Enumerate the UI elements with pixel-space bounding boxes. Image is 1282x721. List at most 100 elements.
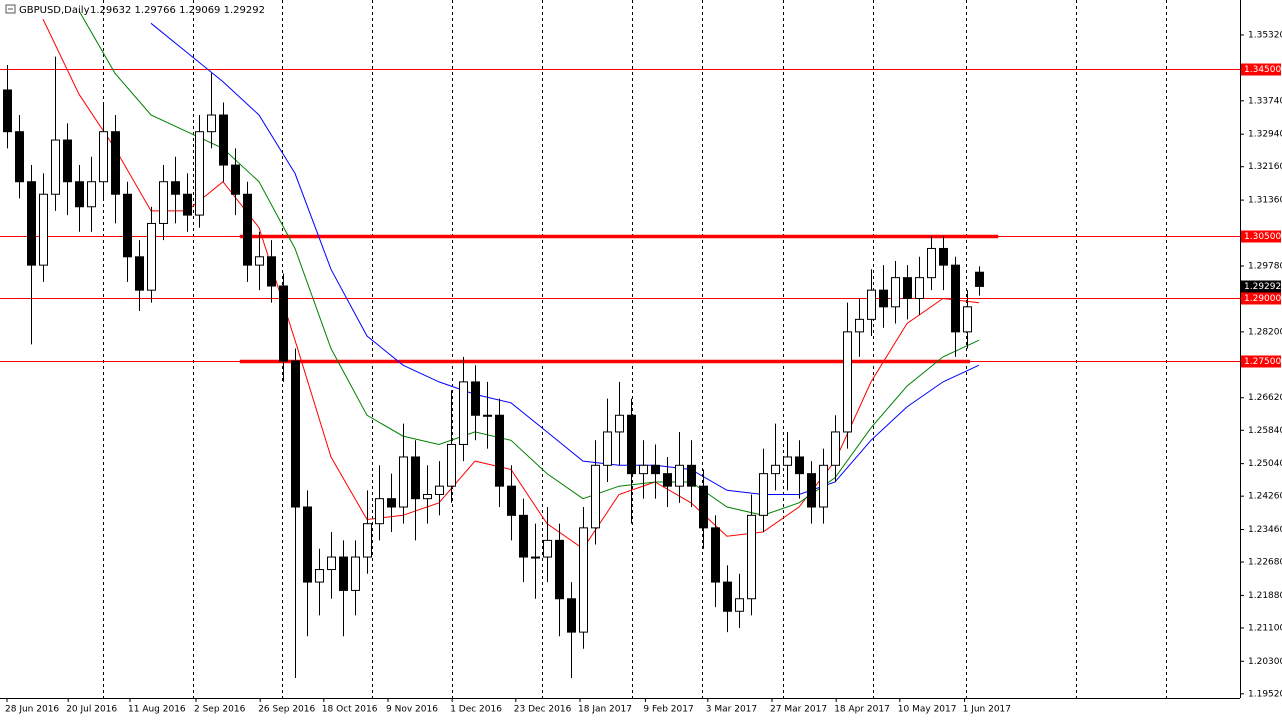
candle-body: [183, 193, 192, 216]
candle-body: [735, 598, 744, 612]
x-tick-label: 27 Mar 2017: [770, 705, 827, 715]
candle-body: [795, 456, 804, 475]
x-tick-label: 9 Feb 2017: [643, 705, 693, 715]
candle-body: [843, 331, 852, 433]
candle-body: [891, 277, 900, 308]
candle-body: [255, 256, 264, 266]
candle-body: [759, 473, 768, 516]
candle-body: [639, 464, 648, 475]
level-price-label: 1.34500: [1244, 65, 1281, 75]
candle-body: [783, 456, 792, 466]
candle-body: [351, 556, 360, 591]
candle-body: [543, 539, 552, 558]
candle-body: [627, 414, 636, 475]
candle-body: [315, 569, 324, 583]
x-tick-label: 18 Jan 2017: [578, 705, 632, 715]
candle-body: [267, 256, 276, 287]
x-tick-label: 1 Dec 2016: [450, 705, 502, 715]
candle-body: [447, 443, 456, 487]
candle-body: [219, 114, 228, 166]
candle-body: [75, 181, 84, 208]
candles: [3, 56, 984, 678]
candle-body: [579, 527, 588, 633]
moving-average: [150, 22, 980, 495]
candle-body: [123, 193, 132, 258]
level-price-label: 1.29000: [1244, 294, 1281, 304]
candle-body: [495, 414, 504, 487]
moving-average: [78, 10, 980, 516]
candle-body: [723, 581, 732, 612]
candle-body: [531, 556, 540, 559]
x-tick-label: 18 Oct 2016: [322, 705, 378, 715]
level-price-box: [1241, 230, 1281, 243]
candle-body: [363, 523, 372, 558]
candle-body: [867, 289, 876, 320]
candle-body: [387, 498, 396, 508]
candle-body: [903, 277, 912, 299]
candle-body: [375, 498, 384, 525]
candle-body: [135, 256, 144, 291]
y-tick-label: 1.33740: [1248, 96, 1282, 106]
y-tick-label: 1.32940: [1248, 130, 1282, 140]
candle-body: [963, 306, 972, 333]
candle-body: [87, 181, 96, 208]
y-tick-label: 1.21100: [1248, 623, 1282, 633]
y-tick-label: 1.32160: [1248, 162, 1282, 172]
candle-body: [555, 539, 564, 600]
x-tick-label: 28 Jun 2016: [5, 705, 59, 715]
candle-body: [423, 493, 432, 500]
candle-body: [855, 318, 864, 333]
candle-body: [951, 264, 960, 333]
candle-body: [603, 431, 612, 466]
candle-body: [303, 506, 312, 583]
x-tick-label: 20 Jul 2016: [66, 705, 117, 715]
y-tick-label: 1.35320: [1248, 30, 1282, 40]
level-price-label: 1.27500: [1244, 357, 1281, 367]
candle-body: [675, 464, 684, 487]
candle-body: [339, 556, 348, 591]
axes: [0, 0, 1244, 702]
last-price-label: 1.29292: [1244, 282, 1281, 292]
chart-title: GBPUSD,Daily: [19, 5, 90, 16]
candle-body: [567, 598, 576, 633]
y-tick-label: 1.21880: [1248, 591, 1282, 601]
level-price-box: [1241, 355, 1281, 368]
last-price-box: [1241, 280, 1281, 293]
candle-body: [435, 485, 444, 495]
y-tick-label: 1.26620: [1248, 393, 1282, 403]
candle-body: [747, 514, 756, 600]
candle-body: [651, 464, 660, 475]
x-tick-label: 26 Sep 2016: [258, 705, 315, 715]
x-tick-label: 2 Sep 2016: [194, 705, 246, 715]
y-tick-label: 1.25840: [1248, 426, 1282, 436]
level-price-label: 1.30500: [1244, 232, 1281, 242]
candle-body: [459, 381, 468, 445]
candle-body: [99, 131, 108, 183]
candle-body: [975, 271, 984, 287]
candle-body: [591, 464, 600, 529]
candle-body: [699, 485, 708, 529]
y-tick-label: 1.29780: [1248, 261, 1282, 271]
candle-body: [291, 360, 300, 508]
x-tick-label: 18 Apr 2017: [834, 705, 890, 715]
candle-body: [879, 289, 888, 308]
y-tick-label: 1.23460: [1248, 525, 1282, 535]
level-price-box: [1241, 292, 1281, 305]
candle-body: [159, 181, 168, 224]
candle-body: [399, 456, 408, 508]
candle-body: [279, 285, 288, 362]
candle-body: [195, 131, 204, 216]
x-tick-label: 3 Mar 2017: [706, 705, 757, 715]
candle-body: [483, 414, 492, 417]
candle-body: [147, 222, 156, 291]
y-tick-label: 1.28200: [1248, 327, 1282, 337]
candle-body: [231, 164, 240, 195]
y-tick-label: 1.19520: [1248, 689, 1282, 699]
x-tick-label: 11 Aug 2016: [128, 705, 186, 715]
candle-body: [51, 139, 60, 195]
candle-body: [915, 277, 924, 299]
candle-body: [27, 181, 36, 266]
candle-body: [63, 139, 72, 183]
